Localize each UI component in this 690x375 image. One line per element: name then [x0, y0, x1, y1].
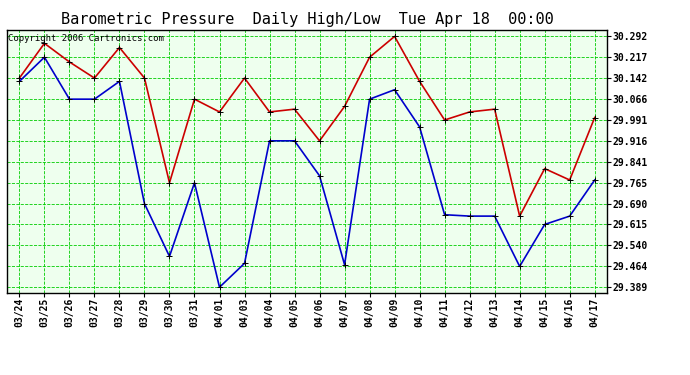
Text: Copyright 2006 Cartronics.com: Copyright 2006 Cartronics.com: [8, 34, 164, 43]
Title: Barometric Pressure  Daily High/Low  Tue Apr 18  00:00: Barometric Pressure Daily High/Low Tue A…: [61, 12, 553, 27]
